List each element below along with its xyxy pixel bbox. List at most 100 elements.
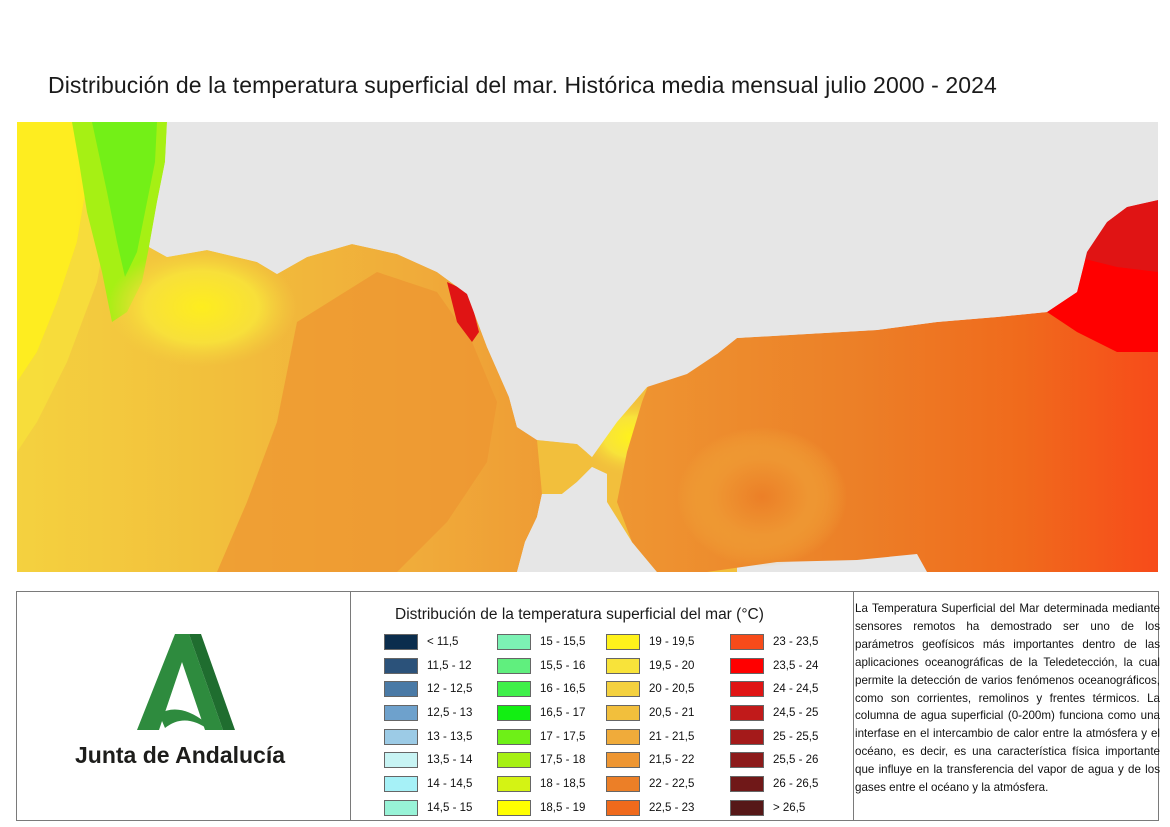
legend-label: 18,5 - 19 [540, 801, 586, 814]
legend-swatch [606, 775, 640, 792]
legend-swatch [384, 799, 418, 816]
legend-swatch [606, 657, 640, 674]
logo-cell: Junta de Andalucía [17, 592, 351, 820]
legend-item: 25,5 - 26 [730, 748, 818, 772]
legend-swatch [606, 633, 640, 650]
legend-item: 14 - 14,5 [384, 772, 472, 796]
legend-item: 19,5 - 20 [606, 654, 694, 678]
legend-label: 13 - 13,5 [427, 730, 473, 743]
legend-item: 22,5 - 23 [606, 796, 694, 820]
legend-label: 16 - 16,5 [540, 683, 586, 696]
legend-label: 24,5 - 25 [773, 706, 819, 719]
western-alboran-gyre [677, 427, 847, 567]
legend-label: 22,5 - 23 [649, 801, 695, 814]
legend-label: 25,5 - 26 [773, 754, 819, 767]
legend-item: 24 - 24,5 [730, 677, 818, 701]
page-title: Distribución de la temperatura superfici… [48, 72, 997, 98]
legend-label: 17 - 17,5 [540, 730, 586, 743]
legend: Distribución de la temperatura superfici… [350, 592, 854, 820]
legend-column: 15 - 15,5 15,5 - 16 16 - 16,5 16,5 - 17 17 -… [497, 630, 585, 820]
legend-label: 25 - 25,5 [773, 730, 819, 743]
legend-panel: Junta de Andalucía Distribución de la te… [16, 591, 1160, 821]
logo-text: Junta de Andalucía [75, 742, 286, 768]
legend-label: 20 - 20,5 [649, 683, 695, 696]
legend-swatch [384, 633, 418, 650]
legend-item: 15 - 15,5 [497, 630, 585, 654]
legend-swatch [730, 752, 764, 769]
legend-item: 12,5 - 13 [384, 701, 472, 725]
legend-swatch [730, 775, 764, 792]
legend-swatch [606, 728, 640, 745]
legend-item: < 11,5 [384, 630, 472, 654]
legend-label: 17,5 - 18 [540, 754, 586, 767]
legend-item: 12 - 12,5 [384, 677, 472, 701]
legend-item: 20 - 20,5 [606, 677, 694, 701]
legend-swatch [497, 681, 531, 698]
legend-item: 23,5 - 24 [730, 654, 818, 678]
legend-swatch [730, 704, 764, 721]
legend-swatch [384, 752, 418, 769]
legend-label: 20,5 - 21 [649, 706, 695, 719]
legend-swatch [497, 799, 531, 816]
legend-item: 25 - 25,5 [730, 725, 818, 749]
legend-label: > 26,5 [773, 801, 806, 814]
legend-item: 22 - 22,5 [606, 772, 694, 796]
legend-swatch [730, 657, 764, 674]
legend-item: 20,5 - 21 [606, 701, 694, 725]
legend-item: 26 - 26,5 [730, 772, 818, 796]
legend-swatch [384, 657, 418, 674]
legend-item: 13,5 - 14 [384, 748, 472, 772]
legend-label: 18 - 18,5 [540, 777, 586, 790]
legend-label: 15,5 - 16 [540, 659, 586, 672]
legend-title: Distribución de la temperatura superfici… [395, 606, 764, 623]
legend-label: 21,5 - 22 [649, 754, 695, 767]
legend-item: 21,5 - 22 [606, 748, 694, 772]
legend-swatch [730, 681, 764, 698]
legend-label: 21 - 21,5 [649, 730, 695, 743]
legend-swatch [730, 633, 764, 650]
legend-swatch [384, 681, 418, 698]
legend-label: 11,5 - 12 [427, 659, 472, 672]
north-africa-land [517, 467, 632, 572]
legend-item: 18,5 - 19 [497, 796, 585, 820]
legend-item: 16 - 16,5 [497, 677, 585, 701]
legend-label: 26 - 26,5 [773, 777, 819, 790]
legend-label: 23 - 23,5 [773, 635, 819, 648]
legend-item: 13 - 13,5 [384, 725, 472, 749]
legend-label: 23,5 - 24 [773, 659, 819, 672]
legend-label: 13,5 - 14 [427, 754, 473, 767]
legend-swatch [497, 704, 531, 721]
legend-item: 15,5 - 16 [497, 654, 585, 678]
legend-label: 19 - 19,5 [649, 635, 695, 648]
legend-label: 19,5 - 20 [649, 659, 695, 672]
legend-item: 17 - 17,5 [497, 725, 585, 749]
legend-swatch [497, 752, 531, 769]
legend-label: 24 - 24,5 [773, 683, 819, 696]
legend-label: < 11,5 [427, 635, 459, 648]
sst-map-graphic [17, 122, 1158, 572]
legend-swatch [497, 775, 531, 792]
legend-item: 21 - 21,5 [606, 725, 694, 749]
legend-column: < 11,5 11,5 - 12 12 - 12,5 12,5 - 13 13 - 13… [384, 630, 472, 820]
legend-item: 11,5 - 12 [384, 654, 472, 678]
legend-swatch [606, 704, 640, 721]
sst-map [17, 122, 1158, 572]
legend-swatch [606, 681, 640, 698]
legend-label: 22 - 22,5 [649, 777, 695, 790]
legend-swatch [606, 799, 640, 816]
legend-item: 23 - 23,5 [730, 630, 818, 654]
legend-column: 23 - 23,5 23,5 - 24 24 - 24,5 24,5 - 25 25 -… [730, 630, 818, 820]
legend-item: 16,5 - 17 [497, 701, 585, 725]
legend-swatch [730, 728, 764, 745]
legend-swatch [384, 704, 418, 721]
legend-label: 12,5 - 13 [427, 706, 473, 719]
legend-label: 16,5 - 17 [540, 706, 586, 719]
legend-label: 14 - 14,5 [427, 777, 473, 790]
legend-swatch [497, 633, 531, 650]
legend-item: 14,5 - 15 [384, 796, 472, 820]
junta-andalucia-emblem-icon [137, 634, 235, 730]
legend-item: 17,5 - 18 [497, 748, 585, 772]
legend-swatch [497, 728, 531, 745]
legend-swatch [384, 775, 418, 792]
legend-label: 12 - 12,5 [427, 683, 473, 696]
